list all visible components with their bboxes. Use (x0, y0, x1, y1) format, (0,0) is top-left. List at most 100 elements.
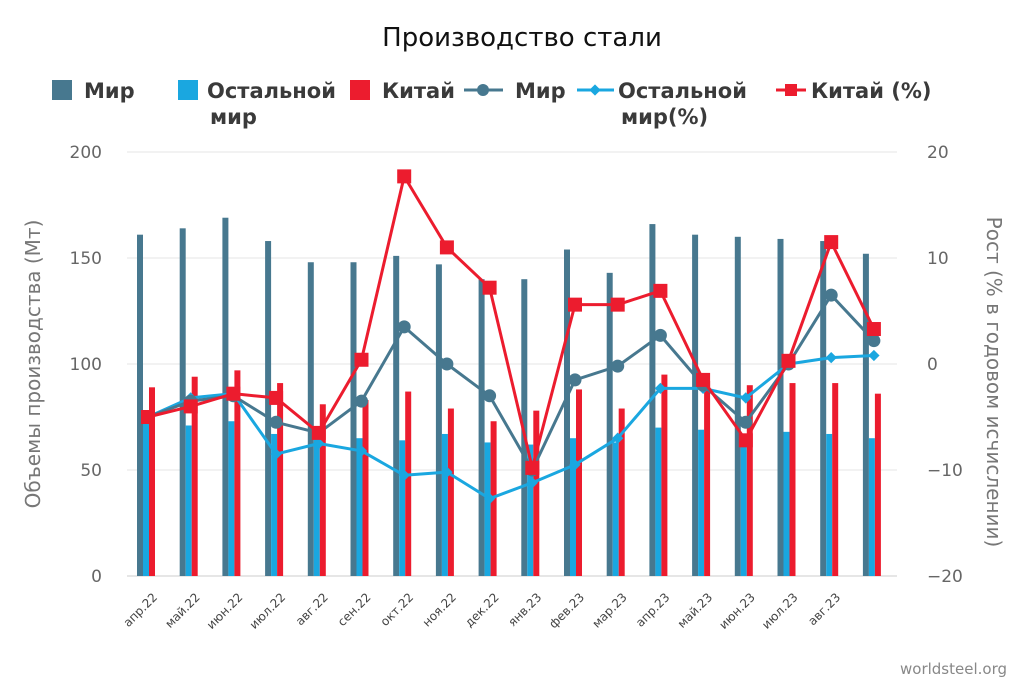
y-left-tick-label: 100 (70, 355, 102, 375)
bar-rest (484, 442, 491, 576)
data-point (568, 373, 582, 387)
data-point (397, 169, 412, 184)
data-point (610, 297, 625, 312)
data-point (354, 352, 369, 367)
x-tick-label: апр.22 (121, 590, 161, 630)
data-point (824, 235, 839, 250)
bar-china (576, 389, 582, 576)
bar-rest (826, 433, 833, 576)
y-right-tick-label: 0 (927, 355, 938, 375)
data-point (398, 469, 410, 481)
bar-world (137, 234, 143, 576)
legend-swatch-china-bar (350, 80, 370, 100)
bar-world (350, 262, 357, 576)
data-point (483, 389, 497, 403)
bar-china (618, 408, 625, 576)
x-tick-label: авг.22 (293, 590, 331, 628)
gridlines (127, 151, 897, 577)
bar-rest (570, 438, 576, 576)
bar-rest (527, 444, 534, 576)
bar-rest (698, 429, 705, 576)
x-tick-label: май.22 (162, 590, 203, 631)
data-point (439, 240, 454, 255)
bar-world (521, 279, 528, 576)
data-point (526, 477, 538, 489)
data-point (825, 351, 837, 364)
bar-rest (356, 438, 363, 576)
bar-china (149, 387, 155, 576)
bar-rest (228, 421, 235, 576)
data-point (866, 322, 881, 337)
data-point (313, 437, 325, 450)
data-point (781, 353, 796, 368)
bar-world (649, 224, 656, 576)
bar-china (362, 400, 369, 576)
bar-world (692, 234, 699, 576)
x-tick-label: июл.23 (759, 590, 800, 631)
bar-rest (313, 433, 320, 576)
bar-china (405, 391, 412, 576)
bar-china (874, 393, 881, 576)
legend-label-rest-bar-1: Остальной (207, 79, 336, 103)
bar-china (234, 370, 241, 576)
bar-china (447, 408, 454, 576)
y-right-tick-label: −20 (927, 567, 963, 587)
data-point (653, 283, 668, 298)
data-point (525, 460, 540, 475)
bar-china (319, 404, 326, 576)
series-line (147, 293, 875, 472)
x-tick-label: фев.23 (546, 590, 587, 631)
data-point (740, 392, 752, 404)
x-tick-label: авг.23 (805, 590, 843, 628)
series-line (147, 174, 876, 470)
y-right-tick-label: −10 (927, 461, 963, 481)
bar-world (862, 253, 869, 576)
bar-world (734, 236, 741, 577)
y-left-tick-label: 0 (91, 567, 102, 587)
data-point (355, 394, 368, 408)
y-axis-right-title: Рост (% в годовом исчислении) (982, 217, 1006, 548)
bar-world (265, 241, 272, 577)
x-axis-ticks: апр.22 май.22 июн.22 июл.22 авг.22 сен.22 окт.… (121, 590, 844, 632)
data-point (311, 425, 326, 440)
bar-rest (612, 442, 619, 576)
y-left-tick-label: 150 (70, 249, 102, 269)
bar-china (789, 383, 796, 576)
bar-world (478, 279, 485, 576)
y-right-tick-label: 10 (927, 249, 949, 269)
data-point (568, 297, 582, 312)
bar-rest (271, 433, 278, 576)
legend-label-world-bar: Мир (84, 79, 135, 103)
x-tick-label: окт.22 (378, 590, 417, 629)
data-point (696, 372, 711, 387)
legend-label-rest-line-1: Остальной (618, 79, 747, 103)
legend-label-china-bar: Китай (382, 79, 455, 103)
data-point (482, 280, 497, 295)
x-tick-label: июн.22 (204, 590, 246, 632)
bar-china (277, 383, 284, 576)
bar-china (832, 383, 839, 576)
series-line (147, 354, 874, 501)
data-point (569, 459, 581, 471)
bar-world (606, 272, 613, 576)
y-left-tick-label: 50 (80, 461, 102, 481)
data-point (867, 334, 881, 348)
data-point (270, 448, 282, 460)
data-point (612, 432, 624, 444)
legend-label-rest-line-2: мир(%) (621, 105, 708, 129)
x-tick-label: сен.22 (335, 590, 374, 629)
bar-rest (143, 423, 149, 576)
x-tick-label: дек.22 (462, 590, 502, 630)
chart-title: Производство стали (382, 23, 662, 53)
y-axis-left-title: Объемы производства (Мт) (21, 220, 45, 509)
y-left-tick-label: 200 (70, 143, 102, 163)
x-tick-label: апр.23 (633, 590, 673, 630)
data-point (226, 386, 241, 401)
bar-rest (740, 442, 747, 576)
data-point (269, 415, 283, 429)
source-label: worldsteel.org (900, 660, 1007, 678)
x-tick-label: июн.23 (716, 590, 758, 632)
line-series (141, 169, 881, 505)
data-point (739, 415, 753, 429)
legend-label-rest-bar-2: мир (210, 105, 257, 129)
